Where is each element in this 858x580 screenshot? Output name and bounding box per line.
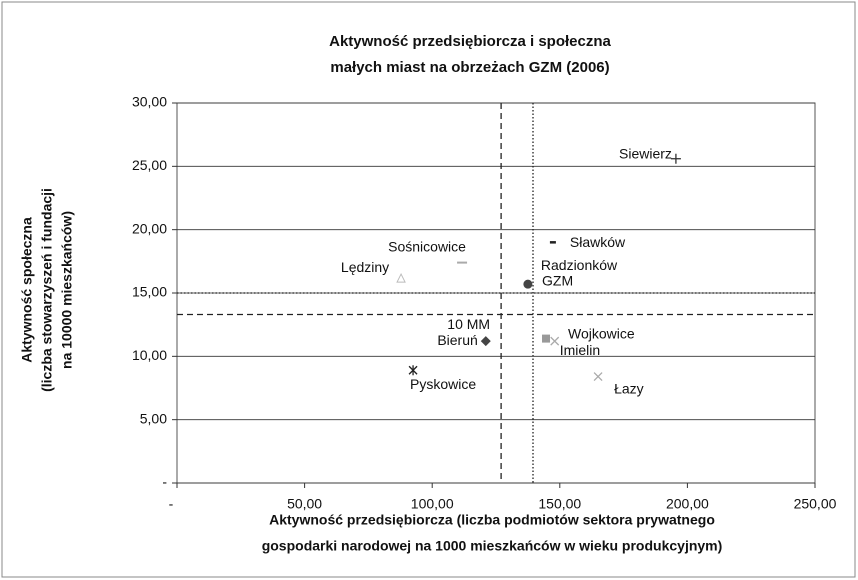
y-axis-label: Aktywność społeczna (liczba stowarzyszeń… [19,188,75,392]
point [542,334,551,343]
y-tick-label: 20,00 [132,220,167,236]
x-tick-label: 150,00 [538,496,581,512]
point-label: Radzionków [541,257,618,273]
point-label: Siewierz [619,145,672,161]
x-tick-label: - [169,496,174,512]
marker-shape [396,272,406,283]
chart-title: małych miast na obrzeżach GZM (2006) [330,59,609,76]
marker-stroke [550,336,560,346]
reference-label: 10 MM [447,316,490,332]
marker-shape [480,336,491,347]
y-axis-label-line: (liczba stowarzyszeń i fundacji [39,188,55,392]
y-axis-label-line: na 10000 mieszkańców) [59,211,75,369]
point-label: Sośnicowice [388,238,466,254]
chart-title: Aktywność przedsiębiorcza i społeczna [329,33,611,50]
y-tick-label: 30,00 [132,94,167,110]
point-label: Imielin [560,342,600,358]
point [396,272,406,283]
point-label: Sławków [570,234,626,250]
point [593,372,603,382]
y-tick-label: 15,00 [132,284,167,300]
point-label: Łazy [614,380,644,396]
point-label: Lędziny [341,259,389,275]
y-tick-label: 10,00 [132,347,167,363]
x-tick-label: 200,00 [666,496,709,512]
x-tick-label: 250,00 [794,496,837,512]
point [408,365,418,376]
point [480,336,491,347]
x-tick-label: 50,00 [287,496,322,512]
y-axis-label-line: Aktywność społeczna [19,217,35,363]
point-label: Pyskowice [410,376,476,392]
x-axis-label: Aktywność przedsiębiorcza (liczba podmio… [269,512,715,528]
reference-label: GZM [542,273,573,289]
y-tick-label: 25,00 [132,157,167,173]
x-tick-label: 100,00 [411,496,454,512]
point-label: Wojkowice [568,325,635,341]
x-axis-label: gospodarki narodowej na 1000 mieszkańców… [262,538,723,554]
marker-shape [523,279,533,289]
marker-shape [542,334,551,343]
point [670,153,681,164]
y-tick-label: 5,00 [140,410,167,426]
point-label: Bieruń [437,332,477,348]
y-tick-label: - [162,474,167,490]
point [523,279,533,289]
marker-stroke [593,372,603,382]
point [550,336,560,346]
